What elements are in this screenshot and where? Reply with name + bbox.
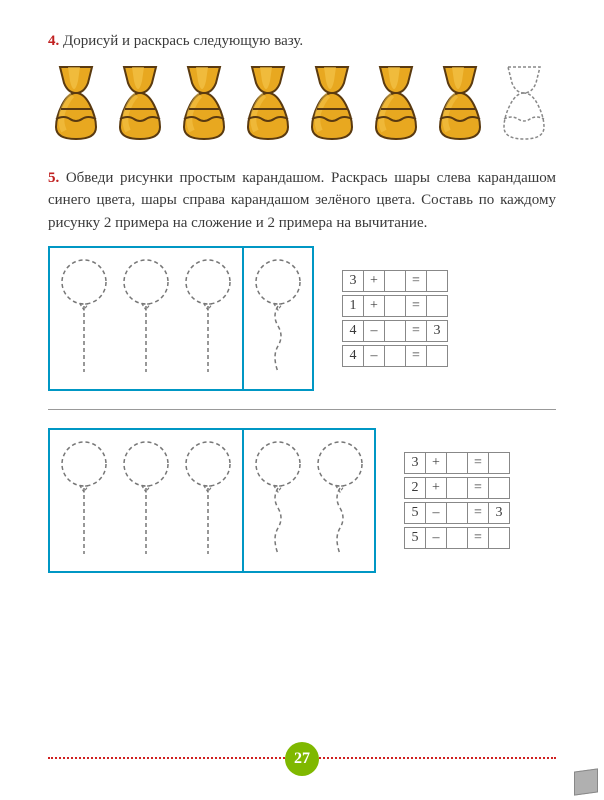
vase-row	[48, 65, 556, 143]
vase-outline	[496, 65, 552, 143]
balloon-section-1: 3+=1+=4–=34–=	[48, 246, 556, 391]
balloon-box-1	[48, 246, 314, 391]
equation-cell[interactable]	[384, 345, 406, 367]
vase-filled	[112, 65, 168, 143]
equation-cell[interactable]	[426, 295, 448, 317]
equation-cell[interactable]: +	[363, 270, 385, 292]
vase-filled	[176, 65, 232, 143]
equation-cell[interactable]	[488, 527, 510, 549]
task5-num: 5.	[48, 170, 59, 186]
equation-row: 3+ =	[342, 270, 448, 292]
equation-cell[interactable]: 4	[342, 345, 364, 367]
balloon-icon	[54, 436, 114, 565]
equation-cell[interactable]: =	[467, 477, 489, 499]
equation-cell[interactable]: –	[425, 502, 447, 524]
equation-cell[interactable]	[488, 477, 510, 499]
equation-cell[interactable]: 2	[404, 477, 426, 499]
vase-filled	[432, 65, 488, 143]
balloon-icon	[248, 436, 308, 565]
equation-cell[interactable]	[384, 320, 406, 342]
balloon-icon	[248, 254, 308, 383]
task4-body: Дорисуй и раскрась следующую вазу.	[59, 33, 303, 49]
page-corner-icon	[574, 768, 598, 795]
balloon-icon	[310, 436, 370, 565]
page-footer: 27	[0, 742, 604, 776]
page-number: 27	[285, 742, 319, 776]
equation-cell[interactable]	[384, 270, 406, 292]
equation-cell[interactable]: –	[363, 345, 385, 367]
equation-row: 4–=	[342, 345, 448, 367]
balloon-icon	[116, 254, 176, 383]
equation-row: 2+ =	[404, 477, 510, 499]
equation-cell[interactable]: +	[425, 452, 447, 474]
equation-cell[interactable]: 3	[488, 502, 510, 524]
divider	[48, 409, 556, 410]
equation-cell[interactable]: =	[467, 452, 489, 474]
balloon-icon	[178, 254, 238, 383]
equations-2: 3+=2+=5–=35–=	[404, 452, 510, 549]
vase-filled	[48, 65, 104, 143]
equation-row: 5–=3	[404, 502, 510, 524]
equation-cell[interactable]	[446, 477, 468, 499]
equation-cell[interactable]	[446, 452, 468, 474]
equation-cell[interactable]: 5	[404, 502, 426, 524]
equation-cell[interactable]: +	[363, 295, 385, 317]
balloon-section-2: 3+=2+=5–=35–=	[48, 428, 556, 573]
vase-filled	[368, 65, 424, 143]
equation-cell[interactable]	[446, 502, 468, 524]
vase-filled	[304, 65, 360, 143]
equation-cell[interactable]: 3	[342, 270, 364, 292]
task5-text: 5. Обведи рисунки простым карандашом. Ра…	[48, 167, 556, 235]
balloon-box-2	[48, 428, 376, 573]
equation-cell[interactable]: =	[405, 320, 427, 342]
balloon-icon	[178, 436, 238, 565]
equation-cell[interactable]: 3	[404, 452, 426, 474]
equation-row: 3+ =	[404, 452, 510, 474]
equation-row: 4–=3	[342, 320, 448, 342]
equation-cell[interactable]: 3	[426, 320, 448, 342]
equation-row: 1+ =	[342, 295, 448, 317]
equation-cell[interactable]: 4	[342, 320, 364, 342]
balloon-icon	[54, 254, 114, 383]
equation-cell[interactable]: –	[425, 527, 447, 549]
equation-cell[interactable]: =	[405, 270, 427, 292]
equation-cell[interactable]	[488, 452, 510, 474]
equation-cell[interactable]: =	[467, 527, 489, 549]
task4-text: 4. Дорисуй и раскрась следующую вазу.	[48, 30, 556, 53]
balloon-icon	[116, 436, 176, 565]
equation-row: 5–=	[404, 527, 510, 549]
equation-cell[interactable]	[426, 270, 448, 292]
equation-cell[interactable]: 1	[342, 295, 364, 317]
equation-cell[interactable]	[446, 527, 468, 549]
equation-cell[interactable]: =	[405, 295, 427, 317]
equation-cell[interactable]: =	[405, 345, 427, 367]
equation-cell[interactable]	[384, 295, 406, 317]
equation-cell[interactable]: 5	[404, 527, 426, 549]
task5-body: Обведи рисунки простым карандашом. Раскр…	[48, 170, 556, 231]
equation-cell[interactable]: –	[363, 320, 385, 342]
task4-num: 4.	[48, 33, 59, 49]
equations-1: 3+=1+=4–=34–=	[342, 270, 448, 367]
equation-cell[interactable]: +	[425, 477, 447, 499]
equation-cell[interactable]	[426, 345, 448, 367]
vase-filled	[240, 65, 296, 143]
equation-cell[interactable]: =	[467, 502, 489, 524]
